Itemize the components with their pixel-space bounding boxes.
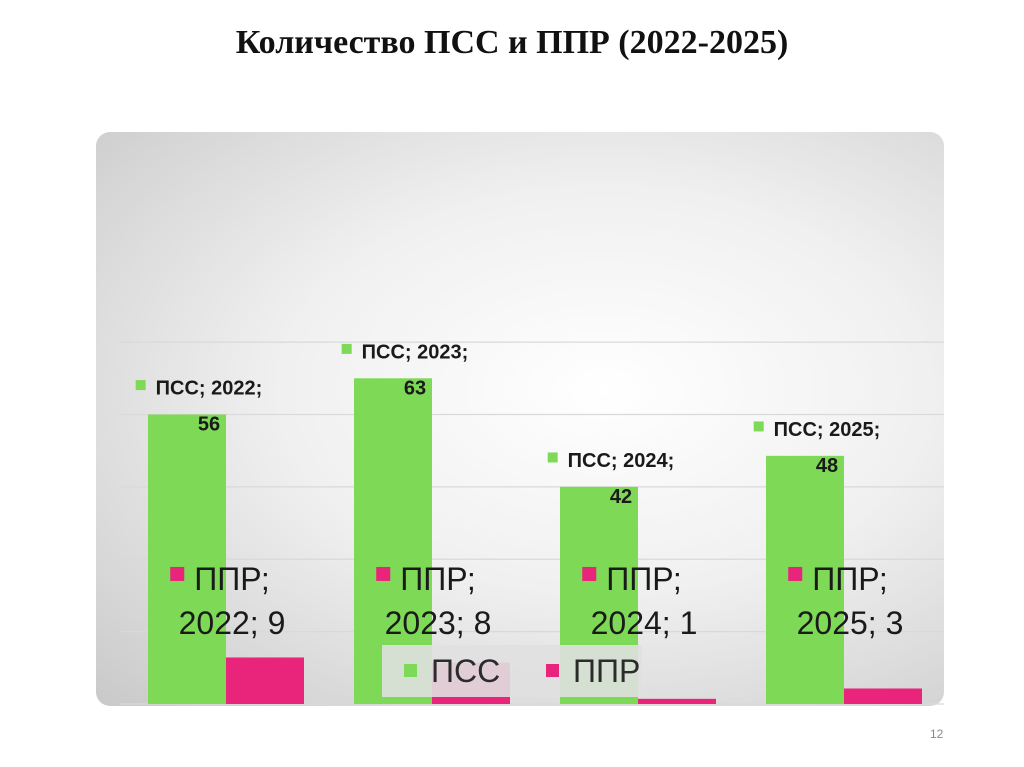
- data-label-ppr-2024-marker: [582, 566, 597, 581]
- page-number: 12: [930, 727, 944, 741]
- data-label-pss-2022: ПСС; 2022; 56: [135, 377, 263, 435]
- data-label-pss-2022-marker: [135, 380, 146, 391]
- data-label-ppr-2025-line2: 2025; 3: [797, 605, 904, 641]
- bar-pss-2022: [148, 414, 226, 704]
- legend-label-1: ППР: [573, 653, 640, 689]
- data-label-ppr-2022: ППР; 2022; 9: [170, 561, 285, 641]
- data-label-pss-2025-marker: [753, 421, 764, 432]
- data-label-ppr-2025-marker: [788, 566, 803, 581]
- data-label-pss-2025-line1: ПСС; 2025;: [774, 419, 881, 441]
- data-label-pss-2023: ПСС; 2023; 63: [341, 341, 469, 399]
- data-label-pss-2024-line2: 42: [610, 486, 632, 508]
- data-label-ppr-2023: ППР; 2023; 8: [376, 561, 491, 641]
- bar-pss-2025: [766, 455, 844, 704]
- data-label-ppr-2025-line1: ППР;: [812, 561, 888, 597]
- data-label-ppr-2023-line1: ППР;: [400, 561, 476, 597]
- page-title: Количество ПСС и ППР (2022-2025): [235, 24, 789, 61]
- data-label-pss-2022-line2: 56: [198, 413, 220, 435]
- data-label-ppr-2022-marker: [170, 566, 185, 581]
- data-label-ppr-2024-line2: 2024; 1: [591, 605, 698, 641]
- data-label-ppr-2022-line1: ППР;: [194, 561, 270, 597]
- data-label-pss-2024: ПСС; 2024; 42: [547, 450, 675, 508]
- bar-ppr-2025: [844, 688, 922, 704]
- bar-ppr-2022: [226, 657, 304, 704]
- data-label-pss-2023-line1: ПСС; 2023;: [362, 341, 469, 363]
- data-label-ppr-2025: ППР; 2025; 3: [788, 561, 903, 641]
- data-label-ppr-2024-line1: ППР;: [606, 561, 682, 597]
- legend-label-0: ПСС: [431, 653, 500, 689]
- data-label-ppr-2023-marker: [376, 566, 391, 581]
- data-label-ppr-2023-line2: 2023; 8: [385, 605, 492, 641]
- legend-swatch-1: [546, 664, 559, 677]
- data-label-ppr-2022-line2: 2022; 9: [179, 605, 286, 641]
- legend-box: [382, 645, 642, 697]
- data-label-pss-2025-line2: 48: [816, 455, 838, 477]
- legend-swatch-0: [404, 664, 417, 677]
- data-label-pss-2023-line2: 63: [404, 377, 426, 399]
- data-label-pss-2024-line1: ПСС; 2024;: [568, 450, 675, 472]
- bar-ppr-2024: [638, 698, 716, 704]
- legend: ПСС ППР: [382, 645, 642, 697]
- data-label-pss-2023-marker: [341, 343, 352, 354]
- data-label-pss-2022-line1: ПСС; 2022;: [156, 377, 263, 399]
- data-label-pss-2024-marker: [547, 452, 558, 463]
- data-label-ppr-2024: ППР; 2024; 1: [582, 561, 697, 641]
- data-label-pss-2025: ПСС; 2025; 48: [753, 419, 881, 477]
